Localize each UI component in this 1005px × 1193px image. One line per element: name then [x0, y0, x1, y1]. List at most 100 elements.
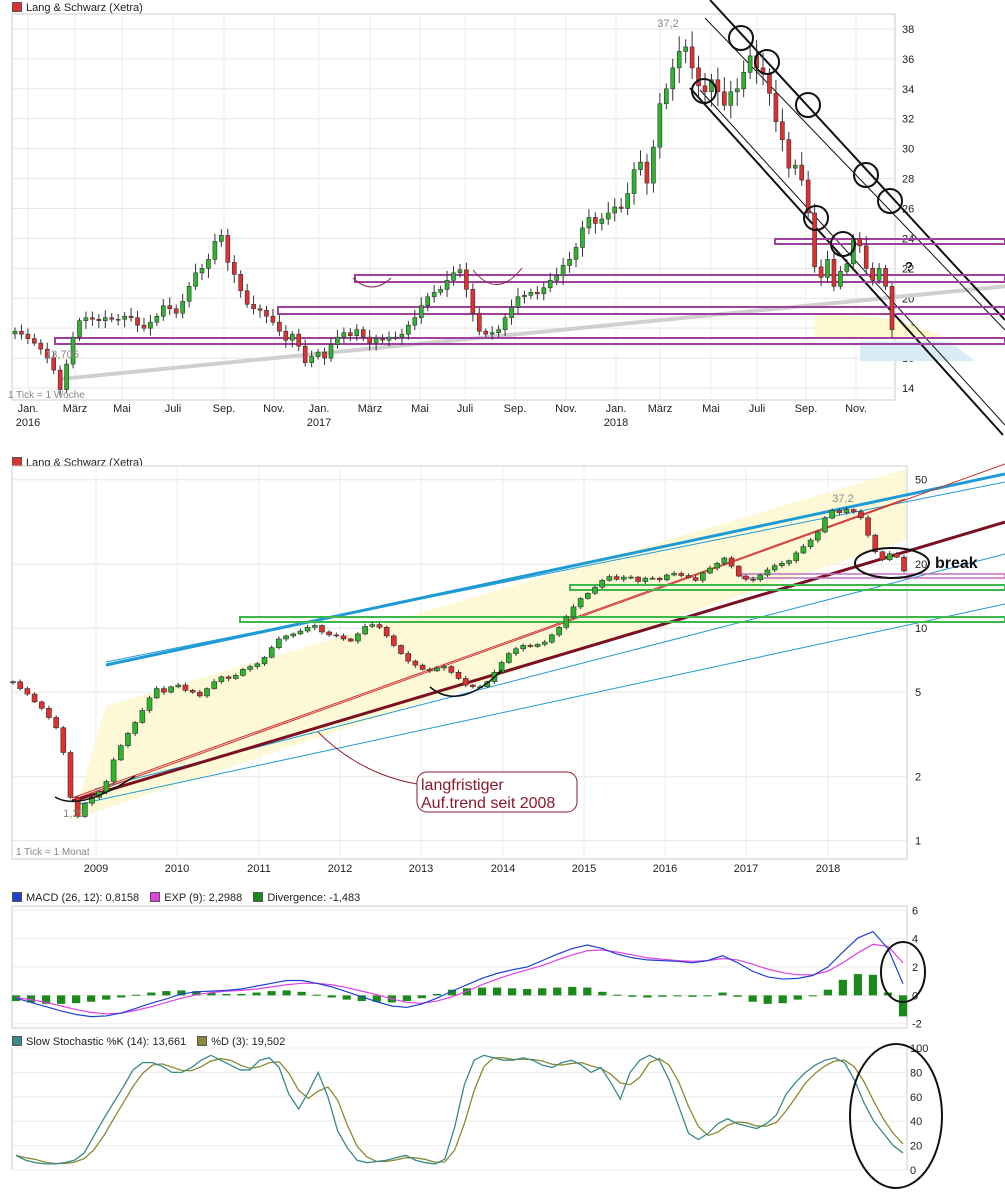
candle	[74, 797, 81, 817]
candle	[577, 598, 584, 608]
candle	[231, 262, 237, 275]
divergence-bar	[312, 994, 321, 996]
y-tick-label: 80	[910, 1067, 922, 1079]
candle	[261, 656, 268, 665]
candle	[580, 227, 585, 248]
candle	[77, 320, 82, 338]
candle	[380, 338, 385, 341]
candle	[110, 759, 117, 782]
candle	[240, 669, 246, 676]
candle	[470, 684, 476, 688]
y-tick-label: 32	[902, 114, 914, 126]
question-label: ?	[905, 259, 913, 274]
candle	[175, 684, 182, 688]
candle	[38, 701, 45, 709]
horizontal-level	[774, 238, 1005, 245]
candle	[657, 103, 663, 148]
candle	[418, 305, 424, 319]
pattern-arc	[352, 277, 392, 288]
candle	[354, 329, 360, 336]
candle	[153, 688, 160, 699]
x-month-label: Nov.	[845, 403, 867, 415]
candle	[635, 576, 641, 582]
candle	[304, 626, 311, 632]
candle	[425, 296, 431, 307]
candle	[254, 663, 261, 667]
divergence-bar	[297, 991, 306, 996]
divergence-bar	[72, 995, 81, 1004]
candle	[722, 91, 727, 106]
candle	[709, 79, 714, 93]
divergence-bar	[222, 993, 231, 996]
candle	[743, 575, 749, 580]
stoch-d-swatch	[197, 1036, 208, 1046]
candle	[702, 85, 708, 93]
candle	[843, 509, 850, 513]
candle	[135, 317, 140, 326]
candle	[391, 635, 397, 646]
candle	[889, 285, 895, 330]
candle	[670, 67, 676, 90]
high-label: 37,2	[657, 18, 678, 30]
divergence-bar	[658, 995, 667, 997]
candle	[625, 193, 630, 209]
candle	[232, 675, 239, 679]
candle	[115, 318, 121, 321]
candle	[606, 576, 613, 581]
candle	[757, 574, 764, 581]
candle	[721, 557, 728, 564]
candle	[434, 667, 440, 672]
divergence-bar	[598, 991, 607, 996]
y-tick-label: 2	[915, 772, 921, 784]
tick-note: 1 Tick = 1 Woche	[8, 390, 85, 401]
divergence-bar	[192, 991, 201, 996]
candle	[780, 121, 785, 140]
candle	[865, 517, 871, 536]
candle	[10, 681, 16, 684]
candle	[879, 551, 886, 561]
candle	[406, 324, 411, 335]
y-tick-label: 0	[910, 1165, 916, 1177]
divergence-bar	[898, 995, 908, 1017]
candle	[515, 296, 521, 308]
candle	[438, 288, 443, 293]
candle	[741, 72, 746, 90]
x-month-label: Juli	[165, 403, 182, 415]
candle	[567, 259, 572, 266]
candle	[289, 333, 295, 341]
candle	[476, 312, 482, 332]
candle	[513, 648, 519, 654]
candle	[251, 303, 256, 310]
candle	[276, 638, 282, 648]
candle	[398, 645, 404, 654]
candle	[96, 318, 102, 322]
divergence-bar	[748, 995, 757, 1002]
candle	[25, 333, 31, 339]
candle	[302, 345, 308, 363]
candle	[872, 534, 879, 553]
y-tick-label: 100	[910, 1043, 928, 1055]
break-label: break	[935, 555, 978, 572]
x-month-label: Mai	[113, 403, 131, 415]
candle	[64, 363, 69, 390]
candle	[83, 317, 89, 322]
divergence-bar	[643, 995, 652, 998]
candle	[399, 333, 405, 338]
divergence-bar	[628, 995, 637, 997]
candle	[649, 577, 656, 580]
candle	[807, 539, 814, 547]
candle	[812, 212, 817, 268]
candle	[520, 645, 526, 650]
candle	[322, 351, 327, 359]
candle	[219, 235, 224, 242]
candle	[431, 291, 437, 298]
candle	[822, 517, 828, 533]
divergence-bar	[568, 986, 577, 996]
divergence-swatch	[253, 892, 264, 902]
divergence-bar	[252, 992, 261, 996]
weekly-chart-svg: 38363432302826242220181614Jan.MärzMaiJul…	[8, 0, 1005, 436]
y-tick-label: -2	[912, 1019, 922, 1030]
candle	[19, 330, 24, 335]
candle	[800, 546, 807, 554]
candle	[204, 688, 210, 697]
